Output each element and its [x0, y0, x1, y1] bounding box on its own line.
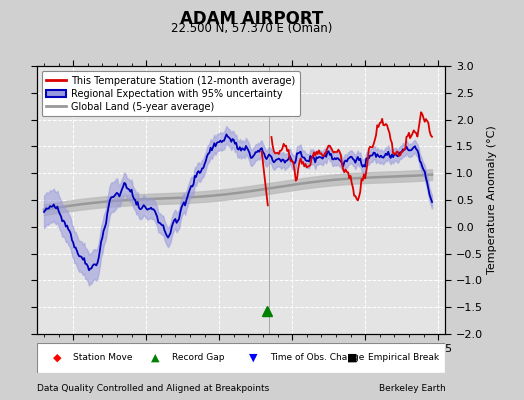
- Text: ◆: ◆: [53, 353, 61, 363]
- Text: ▼: ▼: [249, 353, 258, 363]
- Text: Berkeley Earth: Berkeley Earth: [379, 384, 445, 393]
- Text: Time of Obs. Change: Time of Obs. Change: [270, 353, 364, 362]
- Legend: This Temperature Station (12-month average), Regional Expectation with 95% uncer: This Temperature Station (12-month avera…: [41, 71, 300, 116]
- Text: ■: ■: [347, 353, 358, 363]
- Text: ▲: ▲: [151, 353, 160, 363]
- Text: Record Gap: Record Gap: [171, 353, 224, 362]
- Text: Station Move: Station Move: [73, 353, 133, 362]
- Text: Data Quality Controlled and Aligned at Breakpoints: Data Quality Controlled and Aligned at B…: [37, 384, 269, 393]
- Text: 22.500 N, 57.370 E (Oman): 22.500 N, 57.370 E (Oman): [171, 22, 332, 35]
- FancyBboxPatch shape: [37, 343, 445, 373]
- Text: Empirical Break: Empirical Break: [368, 353, 439, 362]
- Y-axis label: Temperature Anomaly (°C): Temperature Anomaly (°C): [487, 126, 497, 274]
- Text: ADAM AIRPORT: ADAM AIRPORT: [180, 10, 323, 28]
